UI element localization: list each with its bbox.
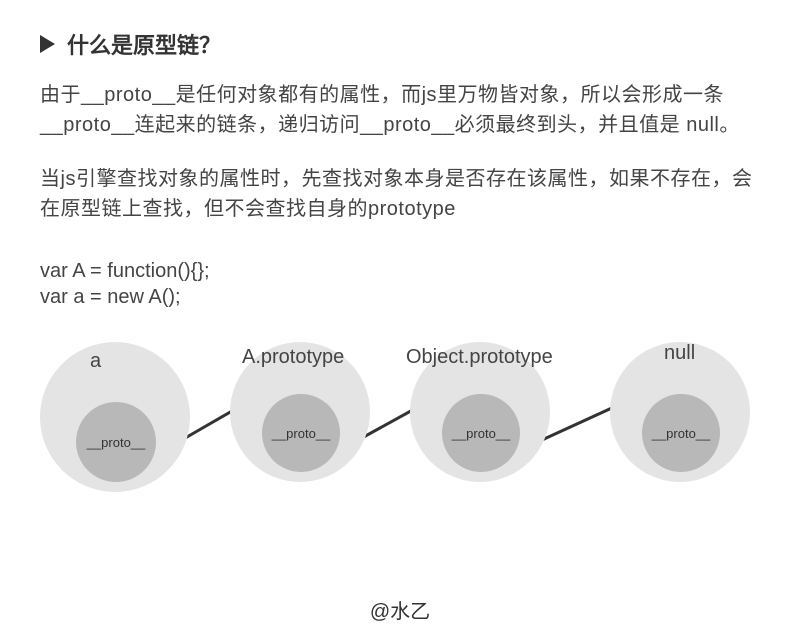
outer-circle: null __proto__ [610, 342, 750, 482]
inner-circle: __proto__ [76, 402, 156, 482]
paragraph-1: 由于__proto__是任何对象都有的属性，而js里万物皆对象，所以会形成一条_… [40, 80, 760, 140]
inner-circle: __proto__ [642, 394, 720, 472]
node-label: A.prototype [242, 346, 344, 369]
code-block: var A = function(){}; var a = new A(); [40, 258, 760, 310]
outer-circle: Object.prototype__proto__ [410, 342, 550, 482]
inner-circle: __proto__ [262, 394, 340, 472]
node-a: a __proto__ [40, 342, 190, 492]
outer-circle: A.prototype __proto__ [230, 342, 370, 482]
node-label: Object.prototype [406, 346, 553, 369]
paragraph-2: 当js引擎查找对象的属性时，先查找对象本身是否存在该属性，如果不存在，会在原型链… [40, 164, 760, 224]
heading-text: 什么是原型链？ [67, 28, 221, 60]
outer-circle: a __proto__ [40, 342, 190, 492]
node-label: null [664, 342, 695, 365]
code-line-1: var A = function(){}; [40, 258, 760, 284]
node-A-prototype: A.prototype __proto__ [230, 342, 370, 482]
prototype-chain-diagram: a__proto__A.prototype__proto__Object.pro… [40, 324, 760, 494]
inner-circle: __proto__ [442, 394, 520, 472]
node-null: null __proto__ [610, 342, 750, 482]
footer-credit: @水乙 [0, 595, 800, 624]
code-line-2: var a = new A(); [40, 284, 760, 310]
heading-row: 什么是原型链？ [40, 28, 760, 60]
node-label: a [90, 350, 101, 373]
triangle-bullet-icon [40, 35, 55, 53]
node-Object-prototype: Object.prototype__proto__ [410, 342, 550, 482]
